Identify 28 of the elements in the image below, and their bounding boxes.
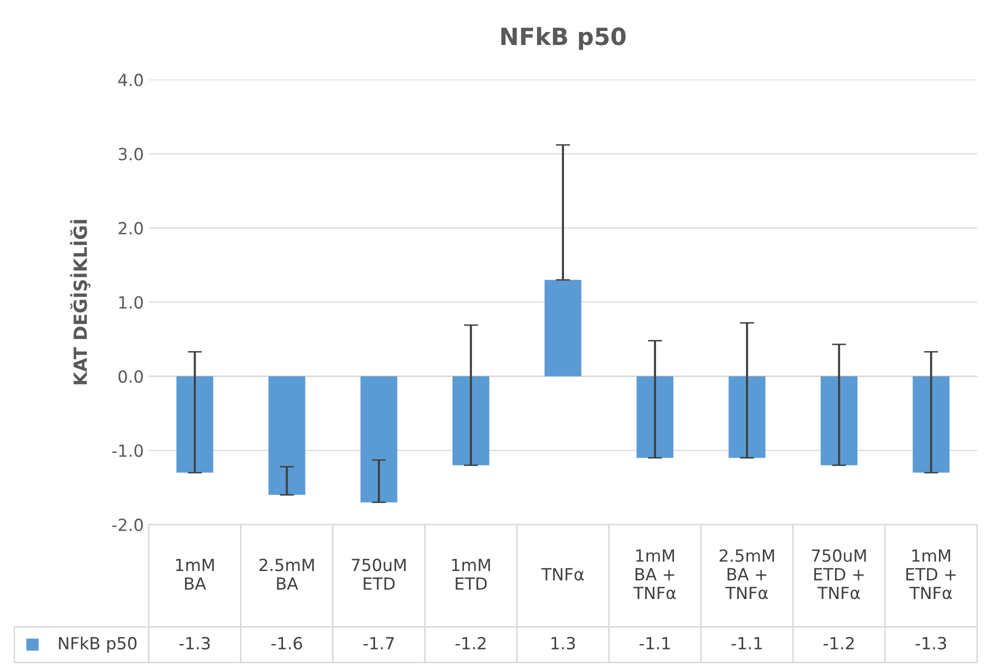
x-tick-label: 750uM ETD — [352, 558, 406, 590]
data-label: -1.7 — [363, 637, 394, 650]
y-tick-label: -1.0 — [112, 444, 143, 457]
y-tick-label: 4.0 — [118, 74, 143, 86]
x-tick-label: TNFα — [541, 568, 584, 581]
x-tick-label: 1mM BA + TNFα — [633, 550, 676, 600]
data-label: -1.2 — [455, 636, 486, 650]
data-label: 1.3 — [552, 636, 575, 650]
data-label: -1.2 — [824, 636, 854, 650]
x-tick-label: 1mM ETD — [452, 558, 490, 590]
data-label: -1.6 — [271, 636, 302, 650]
data-label: -1.3 — [179, 636, 210, 650]
y-tick-label: 0.0 — [118, 370, 143, 383]
y-tick-label: 3.0 — [118, 148, 143, 160]
y-tick-label: 2.0 — [118, 222, 143, 235]
data-label: -1.1 — [732, 637, 762, 650]
x-tick-label: 1mM BA — [176, 558, 214, 590]
y-tick-label: 1.0 — [119, 296, 143, 309]
chart-title: NFkB p50 — [501, 27, 626, 50]
x-tick-label: 1mM ETD + TNFα — [906, 550, 956, 600]
x-tick-label: 2.5mM BA — [260, 558, 314, 590]
data-label: -1.1 — [640, 637, 670, 650]
y-tick-label: -2.0 — [112, 518, 143, 532]
x-tick-label: 2.5mM BA + TNFα — [720, 549, 774, 600]
y-axis-title: KAT DEĞİŞİKLİĞİ — [70, 220, 90, 384]
legend-label: NFkB p50 — [59, 636, 136, 653]
data-label: -1.3 — [916, 636, 946, 650]
x-tick-label: 750uM ETD + TNFα — [812, 549, 866, 600]
